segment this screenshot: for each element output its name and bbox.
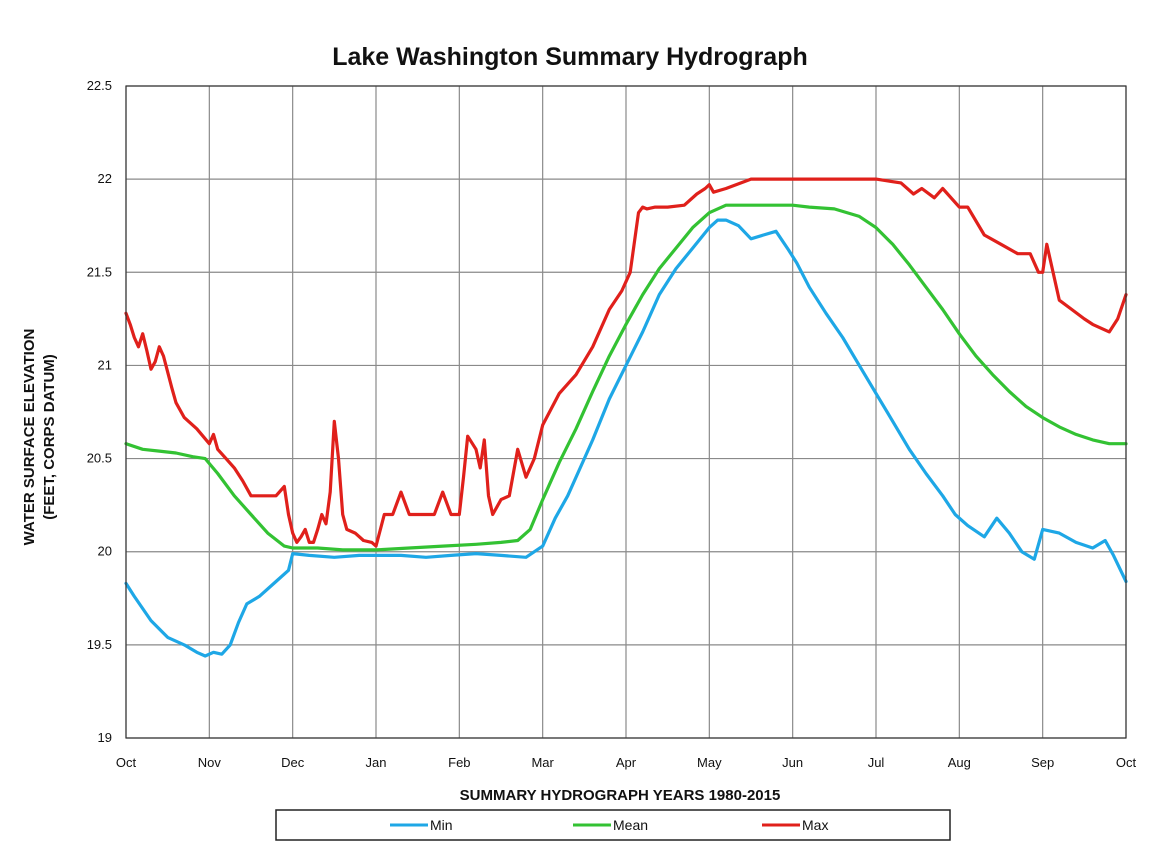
x-tick-label: Oct: [116, 755, 137, 770]
y-tick-label: 19.5: [87, 637, 112, 652]
plot-frame: [125, 85, 1127, 739]
x-tick-label: Dec: [281, 755, 305, 770]
y-tick-label: 19: [98, 730, 112, 745]
x-tick-label: Oct: [1116, 755, 1137, 770]
y-tick-label: 21: [98, 357, 112, 372]
series-layer: [124, 177, 1128, 658]
x-tick-label: Jun: [782, 755, 803, 770]
series-line-max: [124, 177, 1128, 548]
x-tick-label: Mar: [531, 755, 554, 770]
y-tick-label: 20.5: [87, 451, 112, 466]
legend-box: [275, 809, 951, 841]
series-line-mean: [124, 203, 1128, 552]
x-tick-label: Jul: [868, 755, 885, 770]
y-tick-label: 20: [98, 544, 112, 559]
x-tick-label: Jan: [366, 755, 387, 770]
x-axis-label: SUMMARY HYDROGRAPH YEARS 1980-2015: [460, 787, 781, 804]
y-axis-label-line2: (FEET, CORPS DATUM): [41, 354, 58, 520]
y-axis-label-line1: WATER SURFACE ELEVATION: [21, 329, 38, 546]
y-tick-label: 21.5: [87, 264, 112, 279]
y-tick-label: 22: [98, 171, 112, 186]
legend-label-max: Max: [802, 817, 828, 833]
x-tick-label: Aug: [948, 755, 971, 770]
x-tick-labels: Oct Nov Dec Jan Feb Mar Apr May Jun Jul Aug Sep Oct: [116, 755, 1137, 770]
x-tick-label: May: [697, 755, 722, 770]
x-tick-label: Sep: [1031, 755, 1054, 770]
y-tick-labels: 19 19.5 20 20.5 21 21.5 22 22.5: [87, 78, 112, 745]
legend-label-min: Min: [430, 817, 453, 833]
x-tick-label: Apr: [616, 755, 637, 770]
legend-label-mean: Mean: [613, 817, 648, 833]
y-tick-label: 22.5: [87, 78, 112, 93]
series-line-min: [124, 218, 1128, 658]
chart-title: Lake Washington Summary Hydrograph: [332, 43, 808, 71]
x-tick-label: Feb: [448, 755, 470, 770]
grid-lines: [125, 85, 1127, 739]
y-axis-label: WATER SURFACE ELEVATION (FEET, CORPS DAT…: [21, 329, 58, 546]
x-tick-label: Nov: [198, 755, 222, 770]
legend: Min Mean Max: [275, 809, 951, 841]
